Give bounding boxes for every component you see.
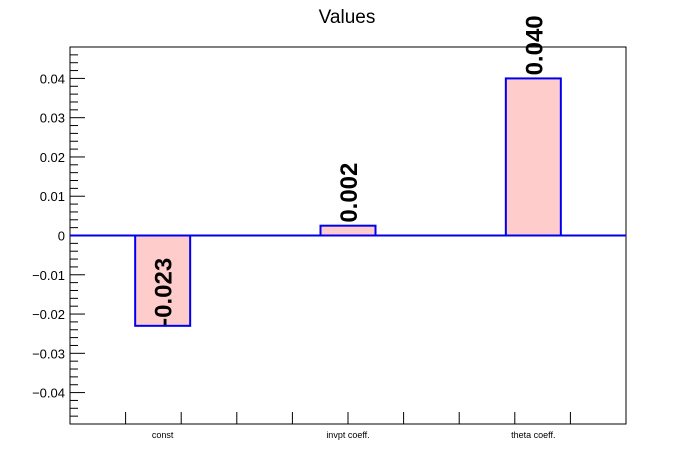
- y-tick-label: 0.04: [40, 71, 65, 86]
- y-tick-label: −0.01: [32, 268, 65, 283]
- data-labels-group: -0.023 0.002 0.040: [151, 15, 549, 325]
- bar: [504, 77, 562, 237]
- chart-title: Values: [319, 7, 376, 28]
- y-tick-label: −0.03: [32, 346, 65, 361]
- x-axis: const invpt coeff. theta coeff.: [125, 412, 571, 440]
- bar-value-label: -0.023: [151, 258, 178, 326]
- y-tick-label: 0.02: [40, 150, 65, 165]
- y-tick-label: 0.01: [40, 189, 65, 204]
- x-tick-label: invpt coeff.: [326, 430, 369, 440]
- bars-group: [134, 77, 562, 327]
- bar-value-label: 0.002: [336, 163, 363, 223]
- y-tick-label: −0.04: [32, 386, 65, 401]
- y-tick-label: −0.02: [32, 307, 65, 322]
- bar-value-label: 0.040: [521, 15, 548, 75]
- y-axis: −0.04 −0.03 −0.02 −0.01 0 0.01 0.02 0.03 0.04: [32, 46, 85, 425]
- y-tick-label: 0: [58, 229, 65, 244]
- x-tick-label: const: [152, 430, 174, 440]
- y-tick-label: 0.03: [40, 111, 65, 126]
- x-tick-label: theta coeff.: [511, 430, 555, 440]
- bar: [319, 224, 377, 237]
